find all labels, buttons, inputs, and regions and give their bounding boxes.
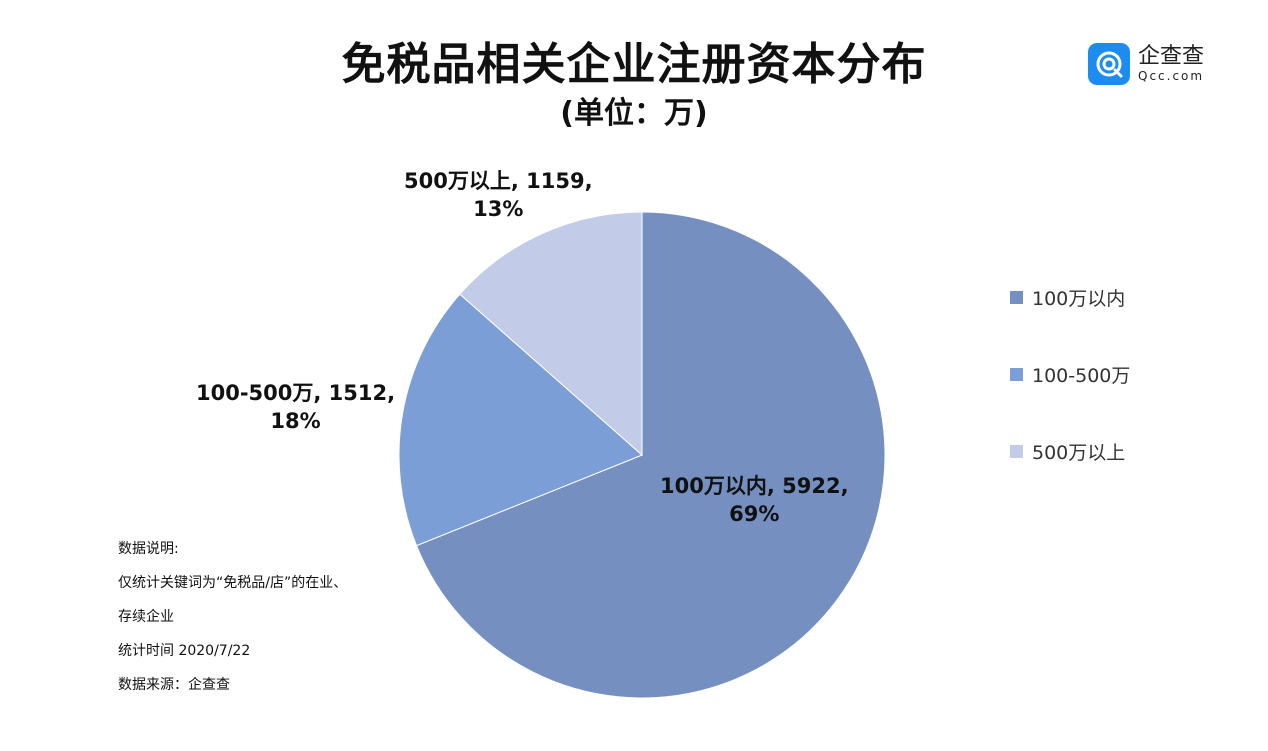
chart-subtitle: (单位：万) [560,96,708,131]
legend-label: 100-500万 [1032,364,1131,387]
data-notes: 数据说明: 仅统计关键词为“免税品/店”的在业、 存续企业 统计时间 2020/… [118,540,347,710]
chart-legend: 100万以内 100-500万 500万以上 [1010,282,1130,513]
legend-swatch [1010,367,1023,381]
slice-100-500w [398,293,643,547]
notes-heading: 数据说明: [118,541,179,557]
slice-under-100w [415,211,886,699]
data-label-under-100w: 100万以内, 5922, 69% [660,474,849,526]
notes-line: 仅统计关键词为“免税品/店”的在业、 [118,575,348,591]
legend-label: 500万以上 [1032,441,1126,464]
legend-swatch [1010,444,1023,458]
legend-item-under-100w: 100万以内 [1010,282,1130,312]
qcc-logo-icon [1088,43,1130,85]
notes-source: 数据来源：企查查 [118,677,230,693]
notes-line: 存续企业 [118,609,174,625]
legend-label: 100万以内 [1032,287,1126,310]
data-label-100-500w: 100-500万, 1512, 18% [196,381,396,433]
slice-over-500w [459,211,643,457]
legend-item-over-500w: 500万以上 [1010,436,1130,466]
legend-item-100-500w: 100-500万 [1010,359,1130,389]
logo-chinese-name: 企查查 [1138,44,1205,69]
notes-date: 统计时间 2020/7/22 [118,643,251,659]
qcc-logo: 企查查 Qcc.com [1088,42,1204,86]
legend-swatch [1010,290,1023,304]
chart-title: 免税品相关企业注册资本分布 [341,39,927,90]
data-label-over-500w: 500万以上, 1159, 13% [404,169,593,221]
logo-english-name: Qcc.com [1138,69,1205,83]
